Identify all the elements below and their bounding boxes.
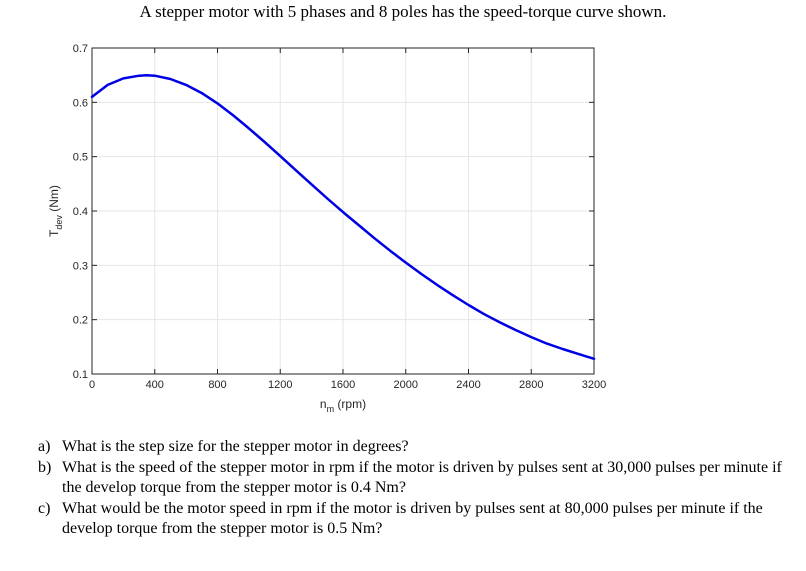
question-list: a) What is the step size for the stepper… xyxy=(38,437,788,540)
question-a-letter: a) xyxy=(38,438,51,455)
question-b-text: What is the speed of the stepper motor i… xyxy=(62,459,782,496)
y-tick-label: 0.1 xyxy=(73,369,88,381)
torque-curve-line xyxy=(90,73,596,361)
x-tick-label: 1200 xyxy=(268,379,292,391)
y-axis-label: Tdev (Nm) xyxy=(47,185,64,237)
x-tick-label: 1600 xyxy=(331,379,355,391)
x-tick-label: 0 xyxy=(89,379,95,391)
y-tick-label: 0.4 xyxy=(73,206,88,218)
x-tick-label: 400 xyxy=(146,379,164,391)
question-c-text: What would be the motor speed in rpm if … xyxy=(62,500,763,537)
question-a-text: What is the step size for the stepper mo… xyxy=(62,438,409,455)
speed-torque-chart: 0 400 800 1200 1600 2000 2400 2800 3200 0.1 0.2 0.3… xyxy=(47,43,607,414)
x-tick-label: 2400 xyxy=(456,379,480,391)
y-tick-label: 0.2 xyxy=(73,315,88,327)
y-axis-label-sub: dev xyxy=(54,215,64,230)
x-tick-label: 2000 xyxy=(394,379,418,391)
question-b-letter: b) xyxy=(38,459,52,476)
y-tick-label: 0.7 xyxy=(73,43,88,55)
question-a: a) What is the step size for the stepper… xyxy=(38,437,788,457)
y-tick-label: 0.5 xyxy=(73,152,88,164)
question-c-letter: c) xyxy=(38,500,51,517)
question-b: b) What is the speed of the stepper moto… xyxy=(38,458,788,498)
question-c: c) What would be the motor speed in rpm … xyxy=(38,499,788,539)
x-tick-label: 3200 xyxy=(582,379,606,391)
chart-series xyxy=(90,73,596,361)
x-tick-label: 2800 xyxy=(519,379,543,391)
y-axis-label-rest: (Nm) xyxy=(47,185,61,215)
x-tick-label: 800 xyxy=(208,379,226,391)
y-tick-label: 0.3 xyxy=(73,260,88,272)
y-axis-label-base: T xyxy=(47,229,61,237)
problem-statement: A stepper motor with 5 phases and 8 pole… xyxy=(139,2,667,21)
y-tick-label: 0.6 xyxy=(73,97,88,109)
x-axis-label-base: n xyxy=(320,397,327,411)
x-axis-label-sub: m xyxy=(327,404,335,414)
x-axis-label: nm (rpm) xyxy=(320,397,366,414)
x-axis-label-rest: (rpm) xyxy=(334,397,366,411)
chart-ticks: 0 400 800 1200 1600 2000 2400 2800 3200 0.1 0.2 0.3… xyxy=(73,43,607,391)
